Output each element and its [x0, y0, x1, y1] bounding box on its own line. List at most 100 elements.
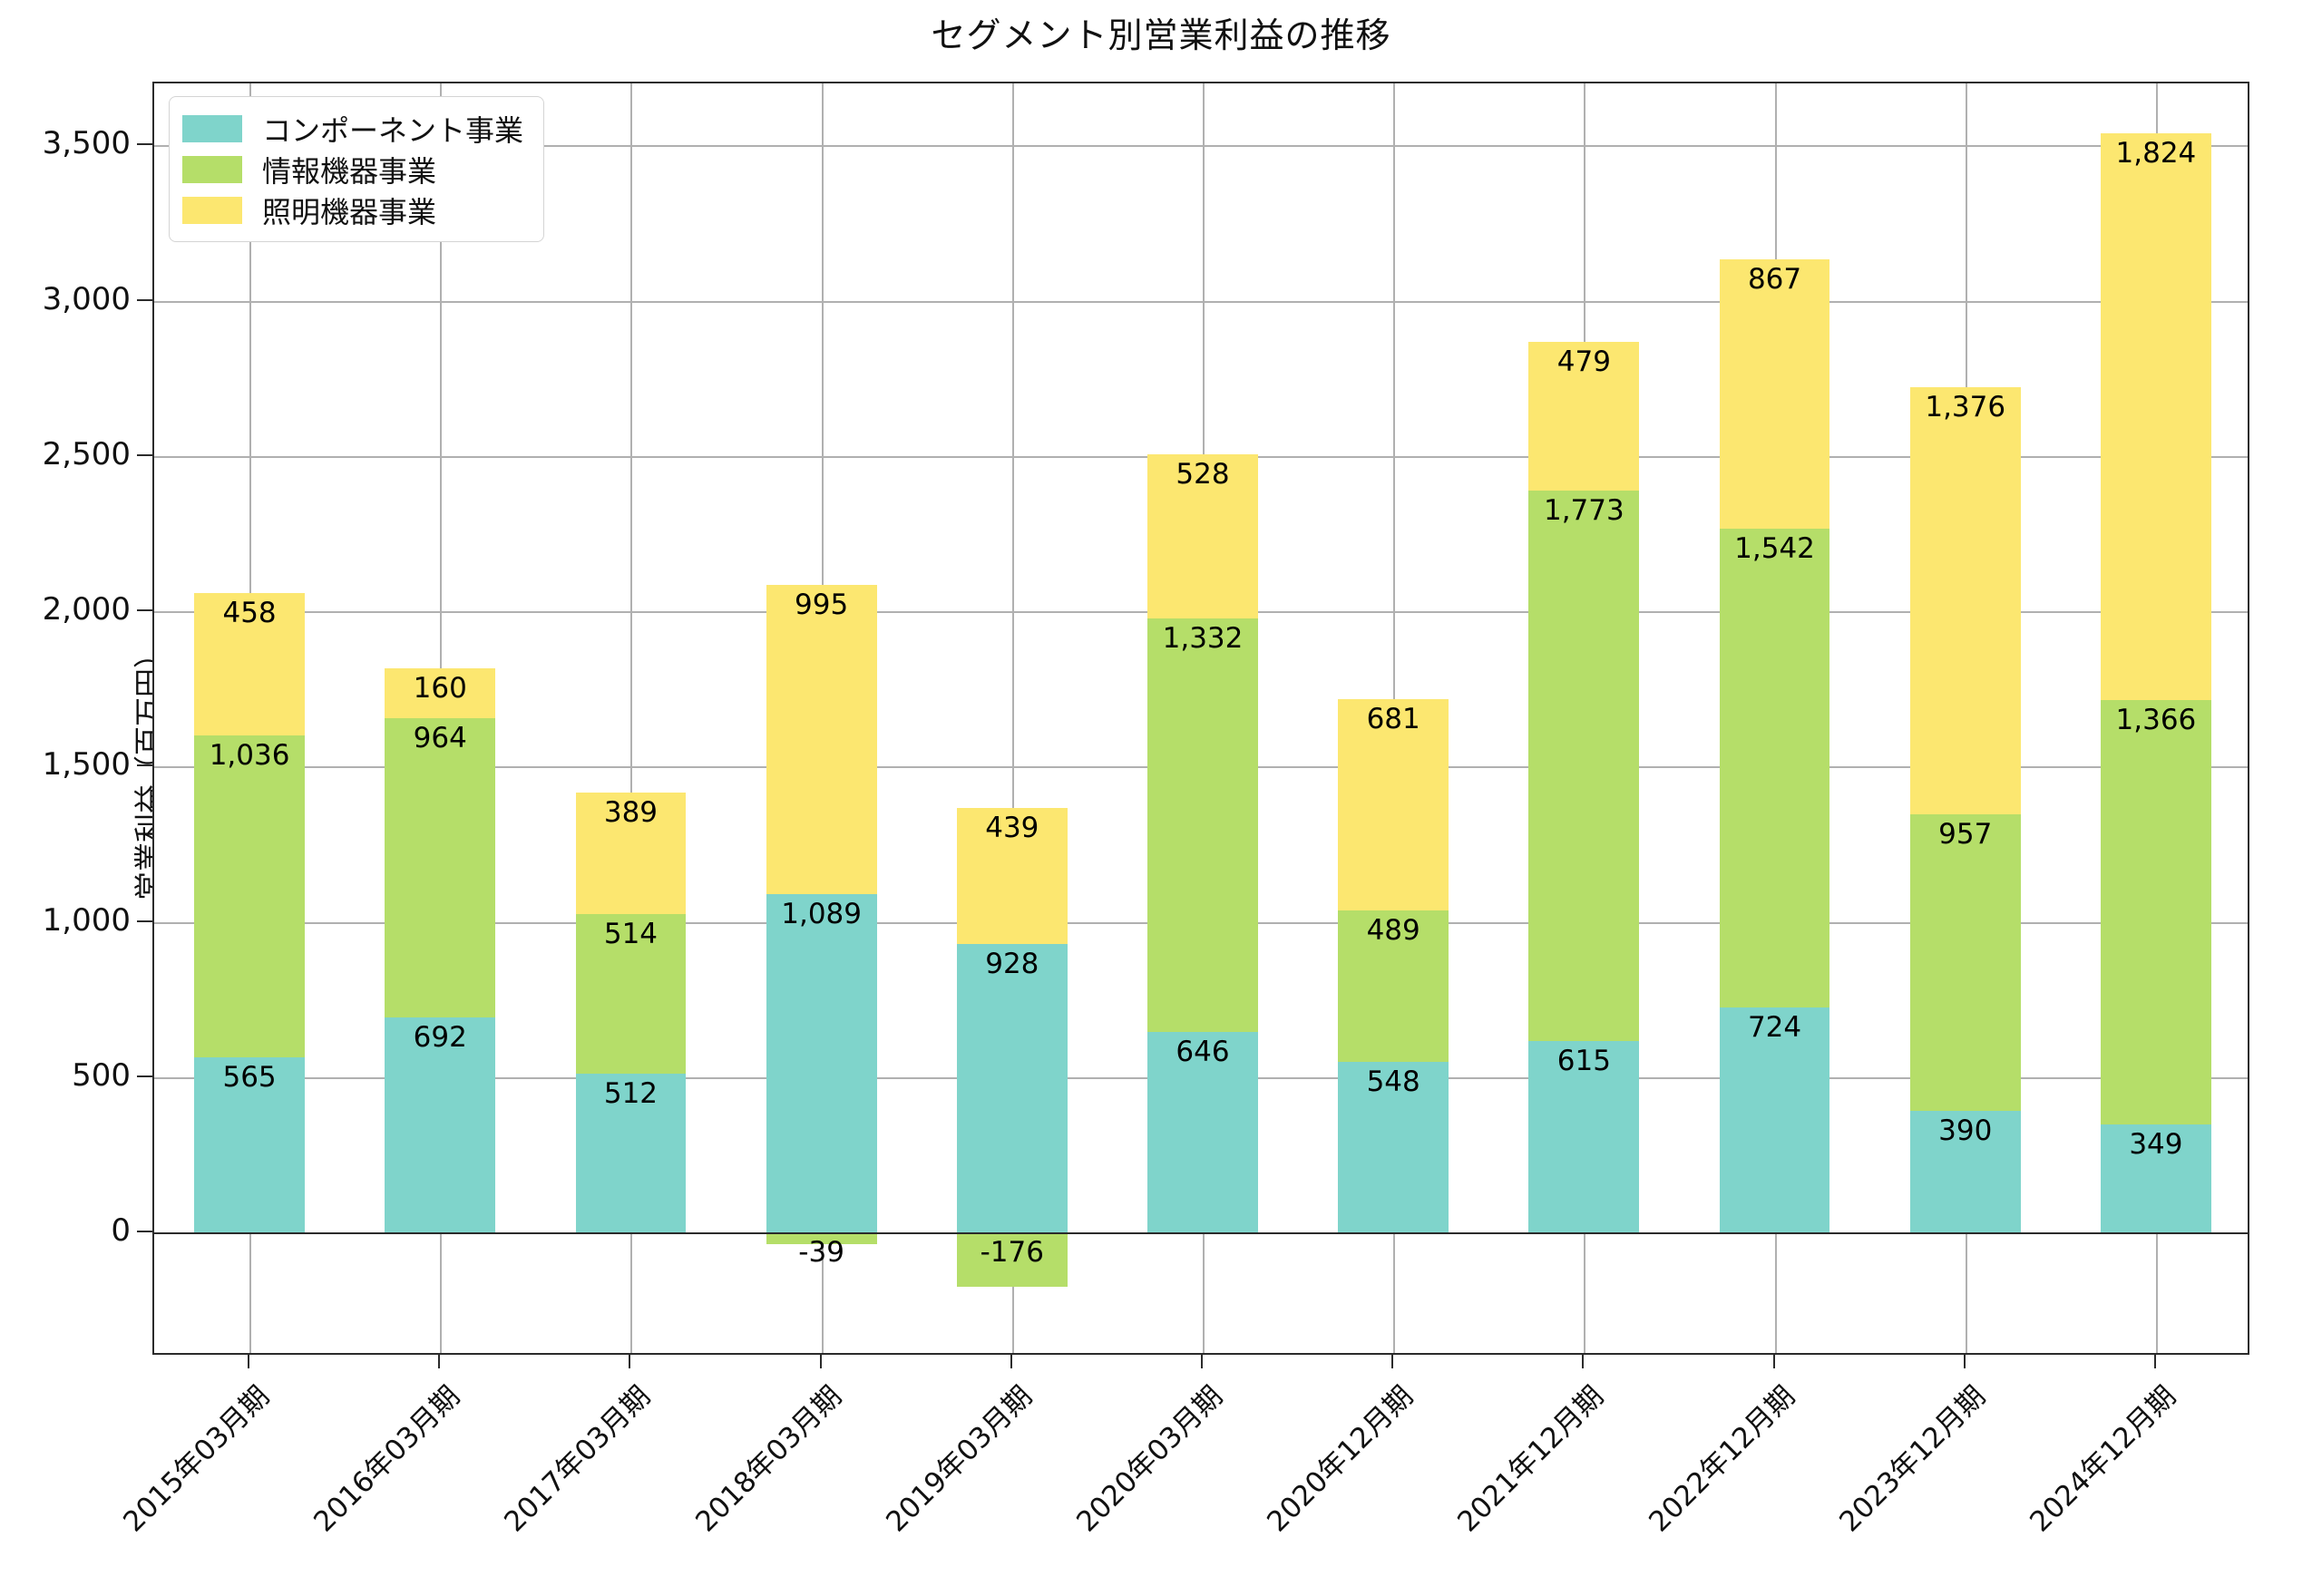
y-tick-mark	[137, 143, 152, 146]
bar-group[interactable]: 349 1,366 1,824	[2100, 83, 2211, 1353]
bar-segment[interactable]	[194, 735, 306, 1057]
bar-segment[interactable]	[1909, 1111, 2021, 1233]
x-tick-mark	[438, 1355, 441, 1368]
x-tick-label: 2019年03月期	[880, 1379, 1039, 1539]
bar-segment[interactable]	[956, 807, 1068, 945]
x-tick-label: 2017年03月期	[498, 1379, 658, 1539]
bar-segment[interactable]	[2100, 133, 2211, 700]
bar-segment[interactable]	[1147, 453, 1258, 618]
chart-legend[interactable]: コンポーネント事業 情報機器事業 照明機器事業	[169, 96, 545, 242]
bar-segment[interactable]	[1147, 618, 1258, 1032]
bar-segment[interactable]	[1338, 1062, 1449, 1233]
x-tick-label: 2015年03月期	[117, 1379, 277, 1539]
bar-segment[interactable]	[194, 592, 306, 735]
bar-segment[interactable]	[956, 944, 1068, 1233]
y-tick-label: 0	[111, 1212, 131, 1250]
legend-item-label: 情報機器事業	[262, 153, 437, 189]
x-tick-mark	[2153, 1355, 2156, 1368]
bar-group[interactable]: 928 -176 439	[956, 83, 1068, 1353]
bar-group[interactable]: 512 514 389	[575, 83, 687, 1353]
bar-group[interactable]: 390 957 1,376	[1909, 83, 2021, 1353]
x-tick-label: 2020年12月期	[1261, 1379, 1420, 1539]
bar-segment[interactable]	[1338, 698, 1449, 910]
y-tick-mark	[137, 920, 152, 922]
x-tick-mark	[1963, 1355, 1966, 1368]
x-tick-mark	[1391, 1355, 1394, 1368]
gridline-horizontal	[154, 145, 2248, 148]
x-tick-mark	[819, 1355, 822, 1368]
y-tick-mark	[137, 609, 152, 612]
plot-area: 565 1,036 458 692 964 160 512 514 389 1,089 -39 995…	[152, 82, 2249, 1355]
bar-segment[interactable]	[766, 1232, 877, 1245]
bar-segment[interactable]	[1528, 342, 1640, 491]
bar-segment[interactable]	[1909, 813, 2021, 1112]
bar-segment[interactable]	[1719, 529, 1830, 1008]
y-tick-mark	[137, 1075, 152, 1077]
legend-item-label: 照明機器事業	[262, 194, 437, 229]
bar-group[interactable]: 646 1,332 528	[1147, 83, 1258, 1353]
x-tick-mark	[1010, 1355, 1012, 1368]
legend-swatch-icon	[182, 196, 242, 224]
x-tick-label: 2020年03月期	[1070, 1379, 1230, 1539]
legend-item-label: コンポーネント事業	[262, 112, 524, 148]
gridline-vertical	[630, 83, 633, 1353]
bar-group[interactable]: 1,089 -39 995	[766, 83, 877, 1353]
y-tick-label: 1,000	[42, 901, 131, 939]
bar-segment[interactable]	[1147, 1031, 1258, 1232]
x-tick-mark	[1582, 1355, 1585, 1368]
gridline-horizontal	[154, 300, 2248, 303]
y-tick-mark	[137, 298, 152, 301]
y-tick-label: 3,500	[42, 125, 131, 162]
bar-segment[interactable]	[385, 1017, 496, 1232]
x-tick-label: 2018年03月期	[688, 1379, 848, 1539]
y-tick-label: 2,000	[42, 591, 131, 628]
bar-segment[interactable]	[385, 668, 496, 718]
x-tick-mark	[248, 1355, 250, 1368]
y-tick-label: 2,500	[42, 435, 131, 472]
bar-segment[interactable]	[1528, 491, 1640, 1042]
legend-item[interactable]: 照明機器事業	[182, 190, 523, 230]
bar-group[interactable]: 565 1,036 458	[194, 83, 306, 1353]
x-tick-mark	[1201, 1355, 1203, 1368]
legend-item[interactable]: コンポーネント事業	[182, 108, 523, 149]
bar-segment[interactable]	[575, 793, 687, 914]
y-tick-label: 1,500	[42, 746, 131, 783]
bar-segment[interactable]	[194, 1056, 306, 1232]
zero-axis-line	[154, 1232, 2248, 1235]
bar-group[interactable]: 615 1,773 479	[1528, 83, 1640, 1353]
y-tick-mark	[137, 453, 152, 456]
bar-segment[interactable]	[766, 894, 877, 1232]
bar-segment[interactable]	[385, 717, 496, 1018]
bar-segment[interactable]	[1338, 910, 1449, 1063]
y-tick-label: 3,000	[42, 280, 131, 317]
x-tick-mark	[1772, 1355, 1775, 1368]
bar-group[interactable]: 692 964 160	[385, 83, 496, 1353]
x-tick-mark	[629, 1355, 631, 1368]
y-tick-mark	[137, 1231, 152, 1233]
bar-segment[interactable]	[2100, 699, 2211, 1124]
bar-segment[interactable]	[2100, 1124, 2211, 1232]
legend-swatch-icon	[182, 155, 242, 183]
page-title: セグメント別営業利益の推移	[931, 15, 1391, 55]
x-tick-label: 2024年12月期	[2024, 1379, 2183, 1539]
bar-segment[interactable]	[1719, 259, 1830, 530]
bar-group[interactable]: 724 1,542 867	[1719, 83, 1830, 1353]
bar-segment[interactable]	[1719, 1007, 1830, 1233]
gridline-vertical	[1011, 83, 1014, 1353]
x-tick-label: 2016年03月期	[307, 1379, 467, 1539]
legend-item[interactable]: 情報機器事業	[182, 149, 523, 190]
plot-inner: 565 1,036 458 692 964 160 512 514 389 1,089 -39 995…	[154, 83, 2248, 1353]
bar-segment[interactable]	[575, 913, 687, 1074]
bar-segment[interactable]	[766, 585, 877, 895]
y-tick-mark	[137, 764, 152, 767]
x-tick-label: 2022年12月期	[1642, 1379, 1801, 1539]
bar-segment[interactable]	[575, 1073, 687, 1233]
bar-segment[interactable]	[1528, 1041, 1640, 1233]
y-tick-label: 500	[72, 1056, 131, 1094]
legend-swatch-icon	[182, 114, 242, 142]
bar-segment[interactable]	[956, 1232, 1068, 1288]
x-tick-label: 2021年12月期	[1451, 1379, 1611, 1539]
bar-segment[interactable]	[1909, 386, 2021, 814]
x-tick-label: 2023年12月期	[1832, 1379, 1992, 1539]
bar-group[interactable]: 548 489 681	[1338, 83, 1449, 1353]
